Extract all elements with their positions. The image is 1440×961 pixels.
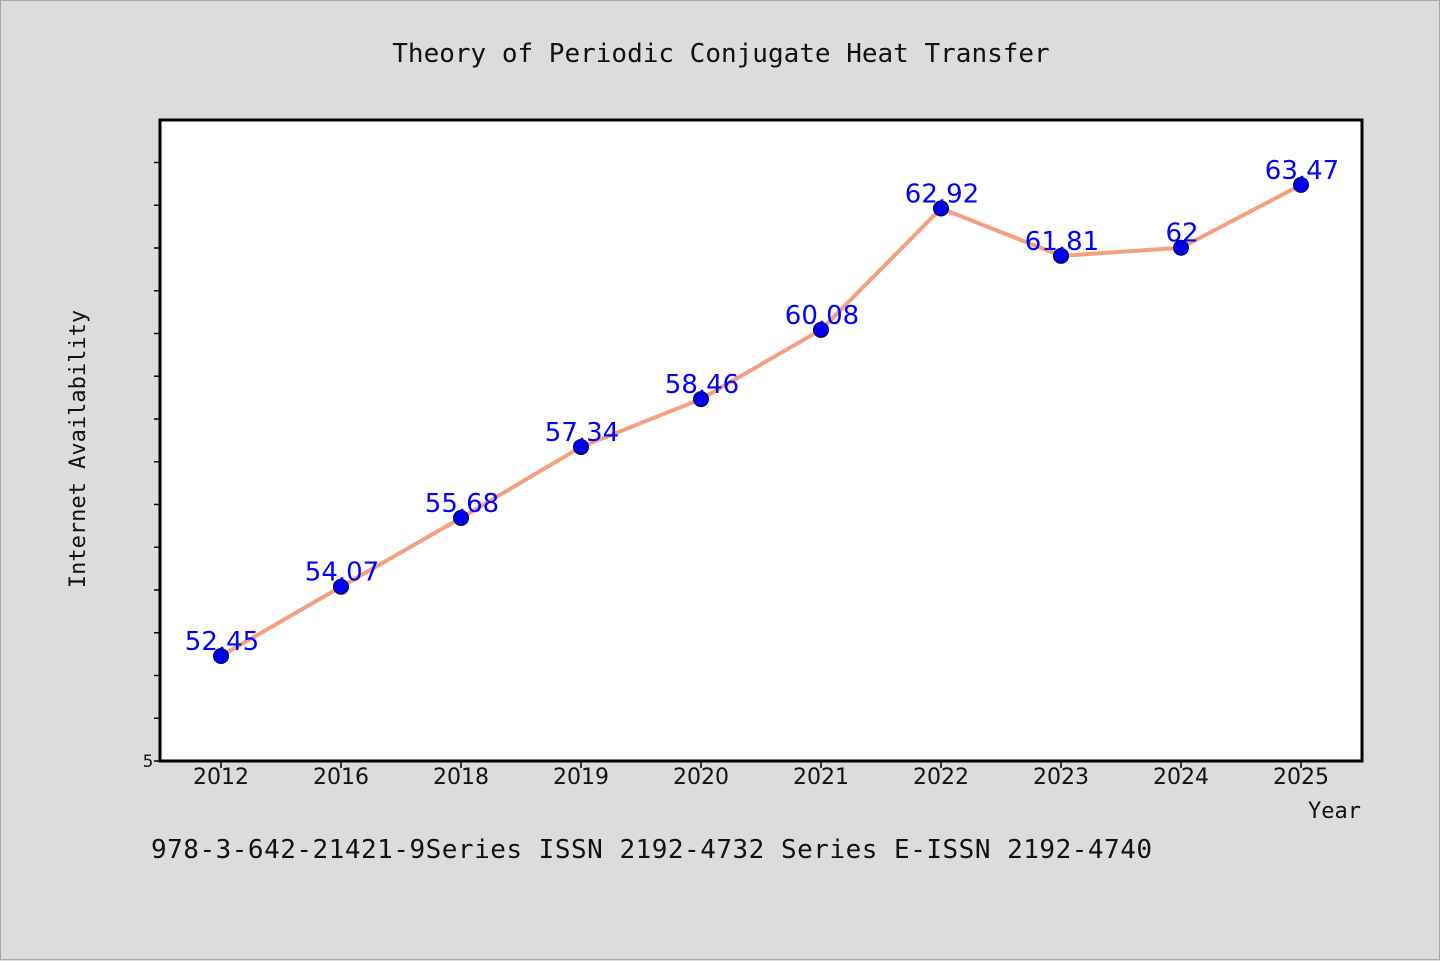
x-tick-label: 2018 (433, 765, 489, 790)
data-label: 62.92 (905, 179, 979, 209)
data-label: 61.81 (1025, 227, 1099, 257)
x-tick-label: 2024 (1153, 765, 1209, 790)
data-label: 55.68 (425, 489, 499, 519)
y-axis-ticks (154, 161, 160, 762)
x-axis-ticks (220, 761, 1302, 768)
footer-note: 978-3-642-21421-9Series ISSN 2192-4732 S… (151, 835, 1153, 865)
data-point (1173, 239, 1189, 256)
y-tick-label: 5 (143, 752, 154, 772)
data-point (1053, 247, 1069, 264)
data-point (213, 648, 229, 664)
x-tick-label: 2012 (193, 765, 249, 790)
x-tick-label: 2019 (553, 765, 609, 790)
data-label: 57.34 (545, 418, 619, 448)
data-point (573, 438, 589, 455)
data-labels: 52.45 54.07 55.68 57.34 58.46 60.08 62.92 61.81… (185, 156, 1339, 657)
data-point (933, 200, 949, 217)
x-tick-label: 2021 (793, 765, 849, 790)
x-tick-label: 2016 (313, 765, 369, 790)
data-point (333, 578, 349, 595)
data-label: 58.46 (665, 370, 739, 400)
data-label: 54.07 (305, 558, 379, 588)
data-point (453, 509, 469, 526)
data-label: 60.08 (785, 301, 859, 331)
data-point (693, 391, 709, 408)
data-markers (213, 176, 1309, 664)
y-axis-label: Internet Availability (66, 310, 91, 588)
x-axis-tick-labels: 2012 2016 2018 2019 2020 2021 2022 2023 2024 2025 (193, 765, 1329, 790)
data-label: 63.47 (1265, 156, 1339, 186)
x-tick-label: 2023 (1033, 765, 1089, 790)
data-point (1293, 176, 1309, 193)
plot-area (158, 118, 1364, 763)
data-label: 52.45 (185, 627, 259, 657)
x-tick-label: 2022 (913, 765, 969, 790)
x-axis-label: Year (1308, 799, 1361, 824)
data-label: 62 (1165, 219, 1198, 249)
chart-title: Theory of Periodic Conjugate Heat Transf… (392, 39, 1049, 69)
x-tick-label: 2020 (673, 765, 729, 790)
x-tick-label: 2025 (1273, 765, 1329, 790)
data-point (813, 321, 829, 338)
series-line (219, 182, 1303, 658)
